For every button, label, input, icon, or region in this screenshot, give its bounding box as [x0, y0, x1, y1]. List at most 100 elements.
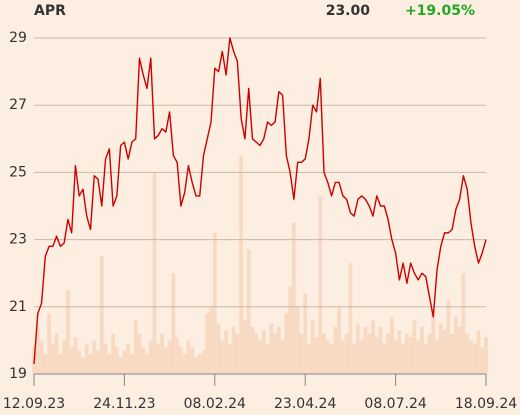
volume-bar [224, 330, 228, 374]
volume-bar [325, 340, 330, 374]
volume-bar [363, 326, 368, 374]
volume-bar [69, 347, 74, 374]
volume-bar [103, 343, 108, 374]
volume-bar [175, 337, 180, 374]
volume-bar [212, 232, 217, 374]
volume-bar [250, 326, 255, 374]
volume-bar [118, 357, 123, 374]
volume-bar [152, 172, 157, 374]
volume-bar [337, 306, 341, 374]
volume-bar [130, 353, 134, 374]
volume-bar [246, 249, 251, 374]
volume-bar [43, 353, 48, 374]
volume-bar [423, 343, 428, 374]
volume-bar [446, 300, 451, 374]
volume-bar [484, 337, 488, 374]
last-value: 23.00 [326, 3, 371, 19]
volume-bar [145, 353, 149, 374]
volume-bar [179, 347, 183, 374]
volume-bar [348, 263, 353, 374]
x-tick-label: 24.11.23 [93, 396, 155, 412]
volume-bar [111, 333, 115, 374]
volume-bar [186, 340, 191, 374]
volume-bar [235, 333, 240, 374]
volume-bar [216, 323, 221, 374]
volume-bar [288, 286, 293, 374]
x-tick-label: 12.09.23 [3, 396, 65, 412]
volume-bar [314, 337, 319, 374]
volume-bar [269, 323, 274, 374]
volume-bar [77, 350, 82, 374]
volume-bar [190, 347, 195, 374]
y-tick-label: 27 [9, 97, 27, 113]
volume-bar [231, 326, 236, 374]
change: +19.05% [405, 3, 475, 19]
volume-bar [96, 350, 100, 374]
volume-bar [292, 222, 296, 374]
volume-bar [310, 320, 315, 374]
volume-bar [84, 343, 89, 374]
chart-title: APR [34, 3, 66, 19]
volume-bar [133, 320, 138, 374]
volume-bar [280, 340, 285, 374]
x-tick-label: 08.07.24 [364, 396, 426, 412]
volume-bar [344, 333, 349, 374]
volume-bar [167, 340, 172, 374]
volume-bar [472, 343, 477, 374]
volume-bar [435, 340, 439, 374]
volume-bar [227, 343, 232, 374]
volume-bar [163, 347, 168, 374]
volume-bar [156, 343, 161, 374]
volume-bar [254, 333, 259, 374]
x-tick-label: 18.09.24 [455, 396, 517, 412]
volume-bar [318, 195, 323, 374]
volume-bar [442, 330, 447, 374]
volume-bar [431, 313, 436, 374]
volume-bar [209, 306, 213, 374]
volume-bar [457, 326, 462, 374]
volume-bar [107, 353, 112, 374]
volume-bar [453, 316, 458, 374]
volume-bar [371, 320, 375, 374]
volume-bar [126, 343, 131, 374]
volume-bar [352, 343, 357, 374]
volume-bar [171, 273, 176, 374]
volume-bar [58, 353, 63, 374]
volume-bar [114, 347, 119, 374]
x-tick-label: 08.02.24 [184, 396, 246, 412]
volume-bar [99, 256, 104, 374]
volume-bar [88, 353, 93, 374]
volume-bar [261, 330, 266, 374]
volume-bar [322, 333, 326, 374]
volume-bar [137, 333, 142, 374]
volume-bar [356, 323, 360, 374]
volume-bar [405, 333, 409, 374]
x-tick-label: 23.04.24 [274, 396, 336, 412]
volume-bar [461, 273, 466, 374]
volume-bar [73, 337, 78, 374]
y-tick-label: 19 [9, 366, 27, 382]
volume-bar [367, 333, 372, 374]
volume-bar [465, 333, 470, 374]
volume-bar [54, 333, 59, 374]
volume-bar [374, 337, 379, 374]
volume-bar [416, 340, 421, 374]
volume-bar [397, 330, 402, 374]
volume-bar [438, 323, 443, 374]
volume-bar [92, 340, 97, 374]
volume-bar [307, 343, 311, 374]
volume-bar [412, 320, 417, 374]
volume-bar [194, 357, 198, 374]
y-tick-label: 21 [9, 299, 27, 315]
volume-bar [66, 290, 70, 374]
volume-bar [35, 326, 40, 374]
y-tick-label: 25 [9, 164, 27, 180]
volume-bar [122, 350, 127, 374]
volume-bar [276, 326, 281, 374]
volume-bar [239, 155, 244, 374]
volume-bar [50, 343, 55, 374]
volume-bar [62, 340, 67, 374]
volume-bar [476, 330, 481, 374]
